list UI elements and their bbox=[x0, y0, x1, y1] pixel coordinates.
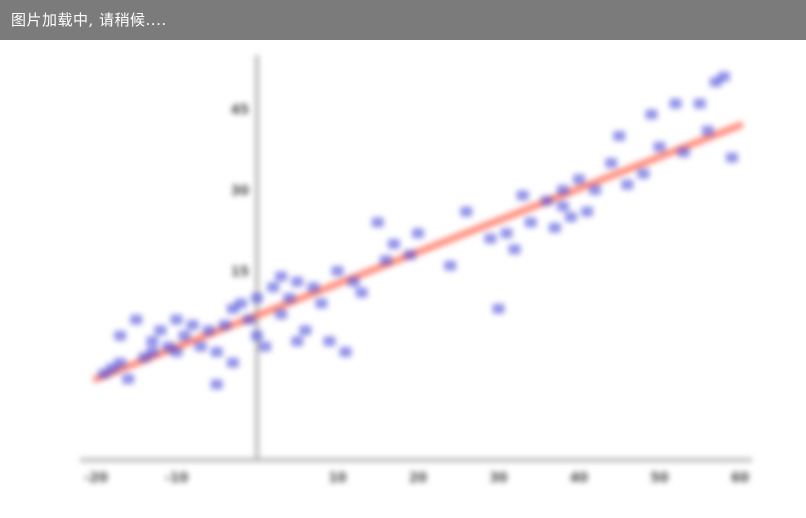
data-point bbox=[218, 320, 231, 330]
data-point bbox=[725, 152, 738, 163]
data-point bbox=[412, 228, 424, 239]
x-tick-label: 30 bbox=[489, 471, 507, 486]
x-tick-label: 10 bbox=[328, 471, 346, 486]
data-point bbox=[186, 320, 199, 330]
data-point bbox=[275, 309, 288, 320]
chart-area: -20 -10 10 20 30 40 50 60 15 30 45 bbox=[0, 40, 806, 518]
loading-banner: 图片加载中, 请稍候.... bbox=[0, 0, 806, 40]
data-point bbox=[460, 206, 473, 217]
data-point bbox=[154, 325, 167, 336]
data-point bbox=[299, 325, 312, 336]
data-point bbox=[251, 293, 263, 303]
data-point bbox=[170, 347, 183, 357]
data-point bbox=[267, 282, 280, 293]
data-point bbox=[251, 330, 263, 341]
data-point bbox=[331, 266, 344, 276]
data-point bbox=[500, 228, 513, 239]
x-tick-label: -20 bbox=[84, 471, 108, 486]
data-point bbox=[573, 174, 585, 185]
data-point bbox=[387, 239, 400, 249]
data-point bbox=[259, 341, 272, 352]
data-point bbox=[621, 179, 634, 190]
data-point bbox=[637, 168, 650, 179]
data-point bbox=[516, 190, 529, 201]
loading-text: 图片加载中, 请稍候.... bbox=[11, 11, 167, 29]
y-tick-label: 30 bbox=[231, 184, 249, 199]
trend-line bbox=[92, 121, 744, 383]
data-point bbox=[114, 357, 127, 368]
data-point bbox=[210, 379, 223, 390]
x-tick-label: 60 bbox=[731, 471, 749, 486]
data-point bbox=[669, 98, 682, 109]
data-point bbox=[130, 314, 143, 325]
data-point bbox=[291, 336, 304, 347]
data-point bbox=[693, 98, 706, 109]
data-point bbox=[613, 131, 626, 141]
blurred-chart: -20 -10 10 20 30 40 50 60 15 30 45 bbox=[0, 40, 806, 518]
data-point bbox=[202, 325, 215, 336]
data-point bbox=[242, 314, 255, 325]
x-tick-label: -10 bbox=[165, 471, 189, 486]
data-point bbox=[170, 314, 183, 325]
data-point bbox=[347, 276, 360, 287]
data-point bbox=[548, 222, 561, 233]
data-point bbox=[122, 374, 135, 384]
data-point bbox=[339, 347, 352, 357]
data-point bbox=[291, 276, 304, 287]
data-point bbox=[556, 201, 569, 212]
data-point bbox=[653, 141, 666, 152]
data-point bbox=[589, 185, 602, 195]
data-point bbox=[275, 271, 288, 282]
data-point bbox=[717, 71, 730, 82]
data-point bbox=[508, 244, 521, 255]
data-point bbox=[146, 347, 159, 357]
x-tick-label: 50 bbox=[650, 471, 668, 486]
data-point bbox=[178, 330, 191, 341]
data-point bbox=[556, 185, 569, 195]
data-point bbox=[315, 298, 328, 309]
data-point bbox=[146, 336, 159, 347]
data-point bbox=[114, 330, 127, 341]
data-point bbox=[307, 282, 320, 293]
data-point bbox=[226, 357, 239, 368]
data-point bbox=[605, 158, 618, 168]
data-point bbox=[564, 212, 577, 222]
data-point bbox=[194, 341, 207, 352]
data-point bbox=[371, 217, 384, 228]
data-point bbox=[677, 147, 690, 158]
data-point bbox=[645, 109, 658, 120]
y-tick-label: 15 bbox=[231, 265, 249, 280]
data-point bbox=[210, 347, 223, 357]
data-point bbox=[484, 233, 497, 244]
y-tick-label: 45 bbox=[231, 103, 249, 118]
data-point bbox=[283, 293, 296, 303]
data-point bbox=[379, 255, 392, 266]
x-tick-label: 20 bbox=[409, 471, 427, 486]
x-tick-label: 40 bbox=[570, 471, 588, 486]
data-point bbox=[492, 303, 505, 314]
data-point bbox=[444, 260, 457, 271]
data-point bbox=[234, 298, 247, 309]
data-point bbox=[701, 125, 714, 136]
data-point bbox=[524, 217, 537, 228]
data-point bbox=[581, 206, 594, 217]
scatter-plot: -20 -10 10 20 30 40 50 60 15 30 45 bbox=[80, 55, 752, 486]
data-point bbox=[323, 336, 336, 347]
data-point bbox=[403, 249, 416, 260]
data-point bbox=[540, 195, 553, 206]
data-point bbox=[355, 287, 368, 298]
